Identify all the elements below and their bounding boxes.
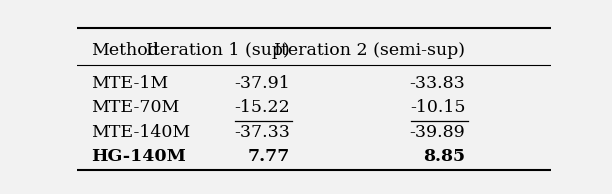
Text: -10.15: -10.15 bbox=[410, 99, 466, 116]
Text: HG-140M: HG-140M bbox=[91, 148, 185, 165]
Text: Iteration 1 (sup): Iteration 1 (sup) bbox=[146, 42, 290, 59]
Text: MTE-70M: MTE-70M bbox=[91, 99, 179, 116]
Text: MTE-1M: MTE-1M bbox=[91, 74, 168, 92]
Text: MTE-140M: MTE-140M bbox=[91, 124, 190, 141]
Text: Iteration 2 (semi-sup): Iteration 2 (semi-sup) bbox=[274, 42, 466, 59]
Text: -39.89: -39.89 bbox=[409, 124, 466, 141]
Text: 8.85: 8.85 bbox=[424, 148, 466, 165]
Text: -15.22: -15.22 bbox=[234, 99, 290, 116]
Text: -33.83: -33.83 bbox=[409, 74, 466, 92]
Text: 7.77: 7.77 bbox=[248, 148, 290, 165]
Text: -37.91: -37.91 bbox=[234, 74, 290, 92]
Text: Method: Method bbox=[91, 42, 159, 59]
Text: -37.33: -37.33 bbox=[234, 124, 290, 141]
